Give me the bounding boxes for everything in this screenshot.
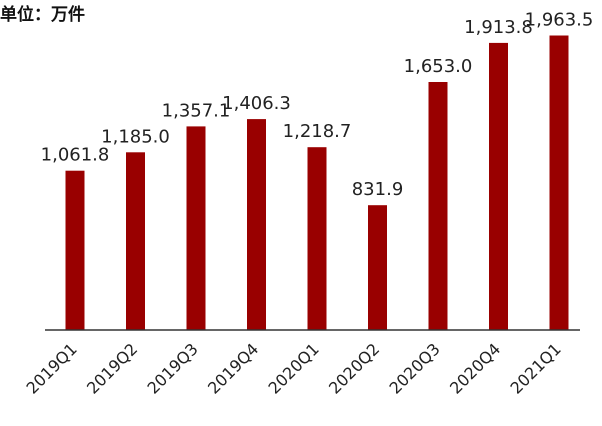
value-labels-layer: 1,061.81,185.0 1,357.11,406.3 1,218.7 831.9… bbox=[41, 10, 594, 201]
value-label-2020Q1: 1,218.7 bbox=[283, 121, 352, 142]
value-label-2019Q3: 1,357.1 bbox=[162, 100, 231, 121]
bars-layer bbox=[65, 35, 569, 331]
x-tick-label-2020Q3: 2020Q3 bbox=[385, 339, 443, 397]
bar-2019Q4 bbox=[247, 119, 266, 330]
bar-2020Q2 bbox=[368, 205, 387, 330]
x-tick-label-2020Q2: 2020Q2 bbox=[325, 339, 383, 397]
bar-2019Q1 bbox=[65, 170, 85, 330]
x-tick-label-2019Q1: 2019Q1 bbox=[22, 339, 80, 397]
value-label-2019Q1: 1,061.8 bbox=[41, 145, 110, 166]
bar-2021Q1 bbox=[549, 35, 569, 330]
bar-2020Q3 bbox=[428, 82, 448, 330]
x-tick-label-2021Q1: 2021Q1 bbox=[506, 339, 564, 397]
value-label-2021Q1: 1,963.5 bbox=[525, 10, 594, 31]
unit-label: 单位：万件 bbox=[0, 5, 85, 25]
x-tick-label-2019Q2: 2019Q2 bbox=[83, 339, 141, 397]
x-tick-label-2020Q4: 2020Q4 bbox=[446, 339, 504, 397]
bar-2019Q3 bbox=[186, 126, 206, 331]
bar-2020Q1 bbox=[307, 147, 327, 330]
x-tick-label-2019Q3: 2019Q3 bbox=[143, 339, 201, 397]
bar-2019Q2 bbox=[126, 152, 145, 331]
x-tick-label-2020Q1: 2020Q1 bbox=[264, 339, 322, 397]
x-tick-label-2019Q4: 2019Q4 bbox=[204, 339, 262, 397]
x-tick-labels-layer: 2019Q1 2019Q2 2019Q3 2019Q4 2020Q1 2020Q2 2020… bbox=[22, 339, 564, 397]
value-label-2020Q2: 831.9 bbox=[352, 179, 404, 200]
value-label-2019Q4: 1,406.3 bbox=[222, 93, 291, 114]
value-label-2020Q3: 1,653.0 bbox=[404, 56, 473, 77]
value-label-2019Q2: 1,185.0 bbox=[101, 126, 170, 147]
bar-2020Q4 bbox=[489, 42, 508, 331]
value-label-2020Q4: 1,913.8 bbox=[464, 17, 533, 38]
